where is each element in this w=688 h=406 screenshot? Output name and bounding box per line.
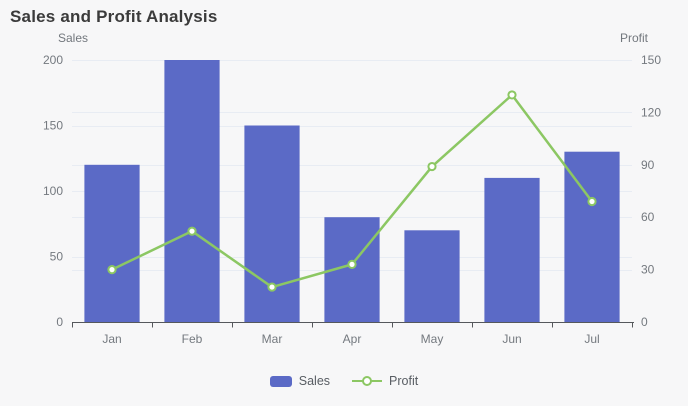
right-tick-label: 90 [641, 158, 655, 172]
left-tick-label: 200 [43, 53, 63, 67]
profit-marker-feb[interactable] [187, 226, 197, 236]
profit-marker-may[interactable] [427, 161, 437, 172]
profit-marker-jul[interactable] [587, 196, 597, 207]
legend-item-sales[interactable]: Sales [269, 374, 331, 388]
bar-jun[interactable] [484, 177, 540, 322]
bar-may[interactable] [404, 230, 460, 322]
legend-item-profit[interactable]: Profit [352, 374, 418, 388]
category-label-jan: Jan [102, 332, 121, 346]
profit-marker-jan[interactable] [107, 265, 117, 275]
legend: Sales Profit [0, 369, 688, 393]
right-tick-label: 0 [641, 315, 648, 329]
profit-legend-marker [352, 375, 383, 387]
profit-marker-mar[interactable] [267, 282, 277, 292]
right-tick-label: 30 [641, 263, 655, 277]
profit-marker-apr[interactable] [347, 259, 357, 269]
profit-marker-jun[interactable] [507, 90, 517, 100]
sales-legend-label: Sales [298, 374, 331, 388]
profit-legend-dot-icon [362, 376, 373, 386]
sales-legend-swatch [269, 375, 292, 387]
category-label-mar: Mar [262, 332, 283, 346]
category-label-feb: Feb [182, 332, 203, 346]
left-axis-title: Sales [58, 31, 89, 45]
left-tick-label: 0 [56, 315, 63, 329]
right-tick-label: 120 [641, 105, 661, 119]
right-tick-label: 150 [641, 53, 661, 67]
chart-title: Sales and Profit Analysis [10, 7, 218, 26]
bar-mar[interactable] [244, 125, 300, 323]
category-label-apr: Apr [343, 332, 362, 346]
category-label-may: May [421, 332, 444, 346]
bar-jan[interactable] [84, 164, 140, 322]
left-tick-label: 100 [43, 184, 63, 198]
profit-legend-label: Profit [389, 374, 419, 388]
left-tick-label: 150 [43, 119, 63, 133]
right-tick-label: 60 [641, 210, 655, 224]
bar-jul[interactable] [564, 151, 620, 322]
category-label-jun: Jun [502, 332, 521, 346]
bar-feb[interactable] [164, 60, 220, 322]
category-label-jul: Jul [584, 332, 599, 346]
left-tick-label: 50 [50, 250, 64, 264]
right-axis-title: Profit [619, 31, 648, 45]
